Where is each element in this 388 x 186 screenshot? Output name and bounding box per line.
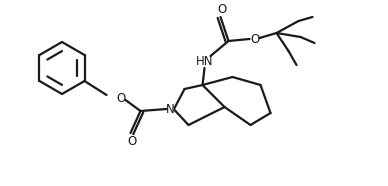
Text: O: O xyxy=(250,33,259,46)
Text: N: N xyxy=(166,102,175,116)
Text: O: O xyxy=(116,92,125,105)
Text: O: O xyxy=(217,2,226,15)
Text: O: O xyxy=(127,134,136,147)
Text: HN: HN xyxy=(196,54,213,68)
